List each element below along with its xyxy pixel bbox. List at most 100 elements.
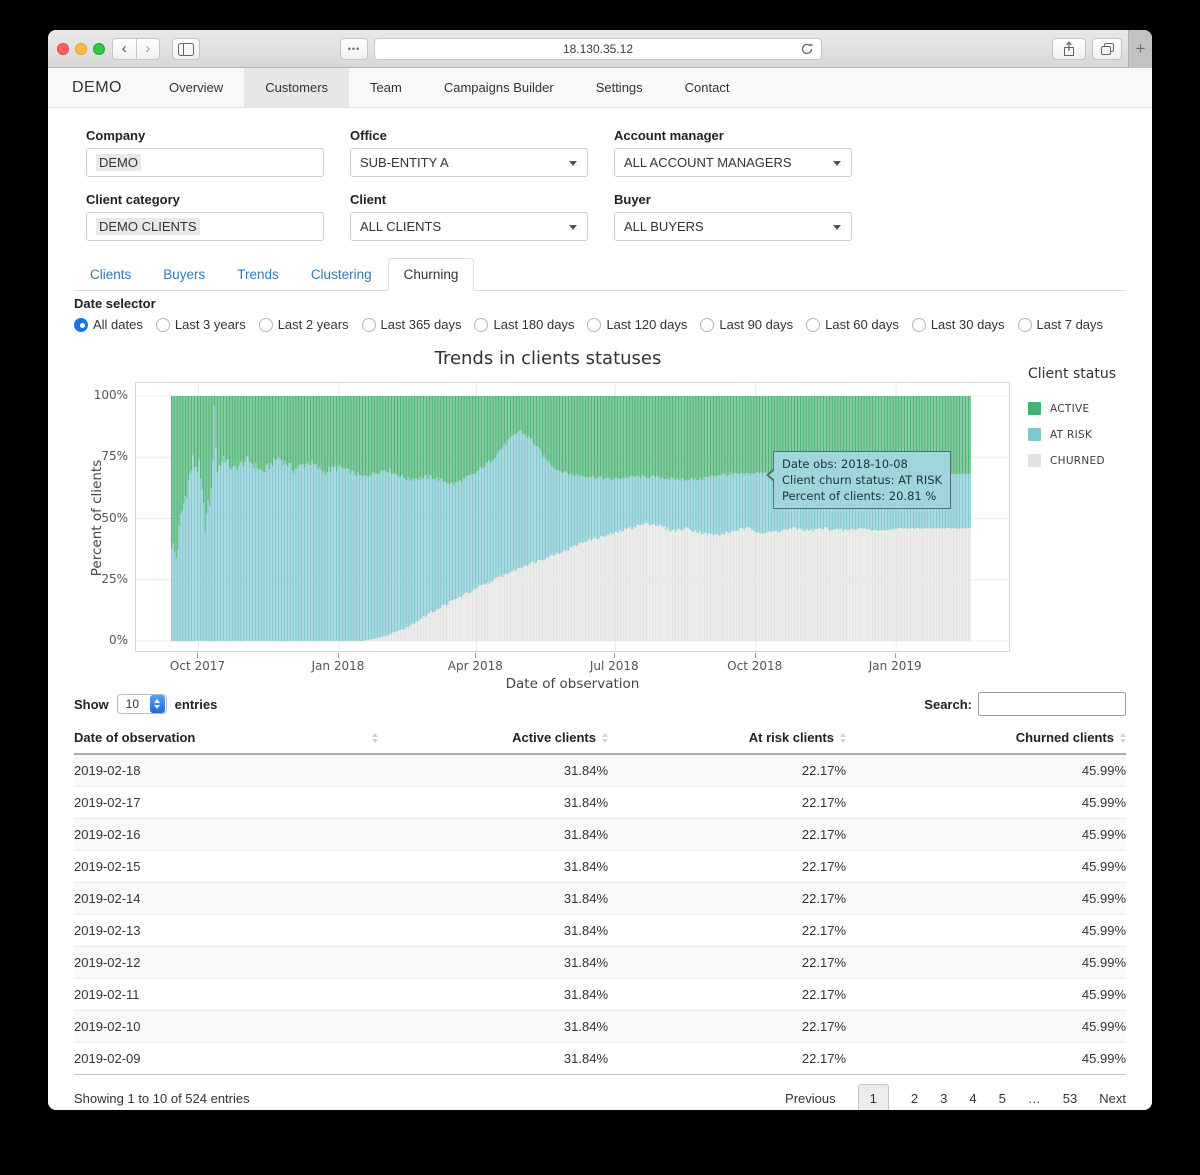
entries-info: Showing 1 to 10 of 524 entries [74,1090,250,1106]
new-tab-button[interactable]: + [1128,30,1152,68]
legend-item-churned[interactable]: CHURNED [1028,454,1116,467]
y-tick-label: 100% [93,388,128,402]
cell-value: 45.99% [846,1009,1126,1042]
y-tick-label: 50% [101,510,128,525]
radio-last-365-days[interactable]: Last 365 days [361,317,461,332]
table-row[interactable]: 2019-02-12 31.84% 22.17% 45.99% [74,945,1126,978]
page-5[interactable]: 5 [998,1090,1006,1106]
x-tick-mark [475,653,477,658]
radio-label: Last 2 years [277,317,349,332]
tab-churning[interactable]: Churning [387,258,475,291]
table-row[interactable]: 2019-02-14 31.84% 22.17% 45.99% [74,881,1126,914]
filter-value: SUB-ENTITY A [360,155,449,170]
page-3[interactable]: 3 [940,1090,948,1106]
table-row[interactable]: 2019-02-16 31.84% 22.17% 45.99% [74,817,1126,850]
date-selector-label: Date selector [74,296,156,311]
filter-select-buyer[interactable]: ALL BUYERS [614,212,852,241]
share-button[interactable] [1052,38,1086,60]
back-button[interactable]: ‹ [121,40,127,57]
radio-last-2-years[interactable]: Last 2 years [258,317,349,332]
table-row[interactable]: 2019-02-13 31.84% 22.17% 45.99% [74,913,1126,946]
column-label: Churned clients [1015,730,1114,745]
cell-value: 45.99% [846,977,1126,1010]
radio-last-30-days[interactable]: Last 30 days [911,317,1005,332]
table-row[interactable]: 2019-02-18 31.84% 22.17% 45.99% [74,754,1126,786]
column-label: At risk clients [748,730,834,745]
cell-value: 31.84% [378,945,608,978]
address-bar[interactable]: 18.130.35.12 [374,38,822,60]
cell-value: 45.99% [846,785,1126,818]
tab-buyers[interactable]: Buyers [163,267,206,282]
x-tick-label: Oct 2018 [727,659,783,673]
close-window-button[interactable] [57,43,69,55]
radio-last-7-days[interactable]: Last 7 days [1017,317,1103,332]
radio-icon [587,317,602,332]
filter-select-client[interactable]: ALL CLIENTS [350,212,588,241]
radio-last-60-days[interactable]: Last 60 days [806,317,899,332]
filter-grid: Company DEMO Office SUB-ENTITY A Account man… [86,128,1152,241]
table-row[interactable]: 2019-02-15 31.84% 22.17% 45.99% [74,849,1126,882]
nav-item-overview[interactable]: Overview [169,80,224,95]
radio-last-180-days[interactable]: Last 180 days [474,317,574,332]
table-row[interactable]: 2019-02-11 31.84% 22.17% 45.99% [74,977,1126,1010]
page-4[interactable]: 4 [969,1090,977,1106]
column-header-at-risk-clients[interactable]: At risk clients [608,722,846,755]
page-length-select[interactable]: 10 [116,694,167,714]
column-header-active-clients[interactable]: Active clients [378,722,608,755]
extensions-button[interactable]: ••• [340,38,368,60]
search-control: Search: [924,692,1126,716]
page-1[interactable]: 1 [857,1083,889,1110]
table-row[interactable]: 2019-02-17 31.84% 22.17% 45.99% [74,785,1126,818]
nav-item-settings[interactable]: Settings [595,80,643,95]
column-header-date-of-observation[interactable]: Date of observation [74,722,378,755]
reload-button[interactable] [800,42,814,59]
filter-field-office: Office SUB-ENTITY A [350,128,588,177]
tab-trends[interactable]: Trends [237,267,279,282]
page-next[interactable]: Next [1099,1090,1126,1106]
tooltip-arrow-inner [769,470,775,480]
cell-date: 2019-02-11 [74,977,378,1010]
page-previous[interactable]: Previous [785,1090,836,1106]
filter-select-account-manager[interactable]: ALL ACCOUNT MANAGERS [614,148,852,177]
legend-item-at-risk[interactable]: AT RISK [1028,428,1116,441]
filter-input-client-category[interactable]: DEMO CLIENTS [86,212,324,241]
cell-value: 45.99% [846,881,1126,914]
radio-last-3-years[interactable]: Last 3 years [155,317,246,332]
search-label: Search: [924,696,972,712]
table-row[interactable]: 2019-02-10 31.84% 22.17% 45.99% [74,1009,1126,1042]
brand-logo[interactable]: DEMO [72,78,122,96]
radio-icon [1017,317,1032,332]
table-row[interactable]: 2019-02-09 31.84% 22.17% 45.99% [74,1041,1126,1074]
filter-select-office[interactable]: SUB-ENTITY A [350,148,588,177]
table-footer: Showing 1 to 10 of 524 entries Previous 1… [48,1083,1152,1110]
cell-value: 31.84% [378,785,608,818]
column-header-churned-clients[interactable]: Churned clients [846,722,1126,755]
tab-clients[interactable]: Clients [90,267,132,282]
radio-last-120-days[interactable]: Last 120 days [587,317,687,332]
radio-icon [74,317,88,332]
plot-area[interactable]: Date obs: 2018-10-08 Client churn status:… [135,382,1010,652]
search-input[interactable] [978,692,1126,716]
sort-icon [1120,732,1126,743]
cell-date: 2019-02-17 [74,785,378,818]
forward-button[interactable]: › [145,40,151,57]
cell-value: 22.17% [608,945,846,978]
radio-all-dates[interactable]: All dates [74,317,143,332]
tab-overview-button[interactable] [1092,38,1122,60]
page-53[interactable]: 53 [1062,1090,1078,1106]
page-2[interactable]: 2 [910,1090,919,1106]
filter-input-company[interactable]: DEMO [86,148,324,177]
radio-last-90-days[interactable]: Last 90 days [700,317,793,332]
nav-item-customers[interactable]: Customers [244,68,350,107]
minimize-window-button[interactable] [75,43,87,55]
nav-item-contact[interactable]: Contact [684,80,730,95]
sidebar-button[interactable] [172,38,200,60]
radio-label: Last 3 years [174,317,246,332]
nav-item-team[interactable]: Team [370,80,402,95]
tab-clustering[interactable]: Clustering [310,267,372,282]
cell-value: 45.99% [846,754,1126,786]
tooltip-line: Client churn status: AT RISK [782,473,943,488]
legend-item-active[interactable]: ACTIVE [1028,402,1116,415]
nav-item-campaigns-builder[interactable]: Campaigns Builder [443,80,554,95]
zoom-window-button[interactable] [93,43,105,55]
